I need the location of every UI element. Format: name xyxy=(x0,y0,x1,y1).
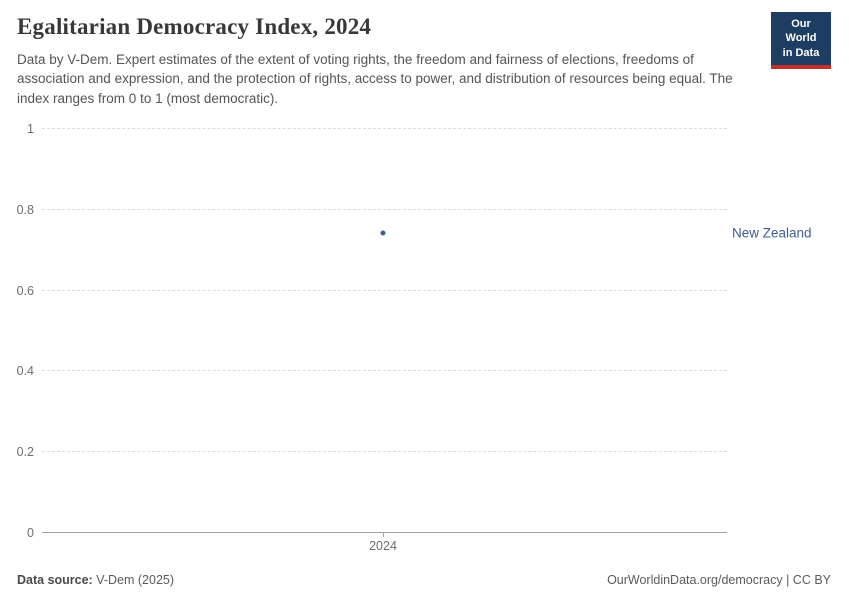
data-source-value: V-Dem (2025) xyxy=(92,573,175,587)
y-axis-tick-label: 0.6 xyxy=(16,283,34,298)
data-point-new-zealand[interactable] xyxy=(380,230,386,236)
y-gridline-0-2: 0.2 xyxy=(17,445,727,459)
y-axis-tick-label: 0.2 xyxy=(16,445,34,460)
y-gridline-1: 1 xyxy=(27,122,727,136)
x-axis-line: 0 xyxy=(27,526,727,540)
chart-plot-area: 1 0.8 0.6 0.4 0.2 0 2024 New Zealand xyxy=(17,122,812,553)
x-axis-tick xyxy=(383,532,384,537)
y-axis-tick-label: 1 xyxy=(27,122,34,136)
chart-subtitle: Data by V-Dem. Expert estimates of the e… xyxy=(17,52,733,106)
chart-title: Egalitarian Democracy Index, 2024 xyxy=(17,14,372,39)
owid-logo-line2: in Data xyxy=(782,46,820,59)
y-axis-tick-label: 0.4 xyxy=(16,364,34,379)
data-source-line: Data source: V-Dem (2025) xyxy=(17,573,174,587)
y-axis-tick-label: 0.8 xyxy=(16,202,34,217)
y-gridline-0-4: 0.4 xyxy=(17,364,727,378)
owid-logo[interactable]: Our World in Data xyxy=(771,12,831,69)
y-gridline-0-8: 0.8 xyxy=(17,203,727,217)
attribution-link[interactable]: OurWorldinData.org/democracy | CC BY xyxy=(607,573,831,587)
x-axis-tick-label: 2024 xyxy=(369,539,397,553)
entity-label-new-zealand[interactable]: New Zealand xyxy=(732,225,812,241)
data-source-label: Data source: xyxy=(17,573,93,587)
y-gridline-0-6: 0.6 xyxy=(17,284,727,298)
y-axis-tick-label: 0 xyxy=(27,526,34,540)
chart-header: Egalitarian Democracy Index, 2024 Data b… xyxy=(17,14,750,108)
chart-footer: Data source: V-Dem (2025) OurWorldinData… xyxy=(17,573,831,587)
owid-logo-line1: Our World xyxy=(785,18,817,45)
